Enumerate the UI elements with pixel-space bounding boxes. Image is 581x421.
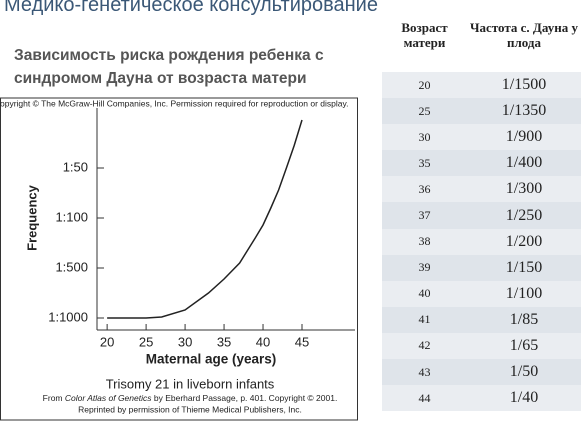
- table-cell: 1/400: [505, 154, 543, 172]
- source-part: Color Atlas of Genetics: [65, 393, 152, 403]
- table-cell: 35: [418, 155, 431, 170]
- y-tick-label: 1:50: [63, 159, 88, 174]
- table-cell: 42: [418, 338, 431, 353]
- table-row: 35 1/400: [382, 150, 581, 177]
- table-cell: 43: [418, 364, 431, 379]
- x-tick-label: 40: [256, 334, 270, 349]
- y-tick-label: 1:100: [55, 209, 88, 224]
- x-tick-label: 25: [139, 334, 153, 349]
- header-cell: Частота с. Дауна у плода: [470, 20, 578, 50]
- line: [107, 119, 303, 319]
- table-cell: 1/150: [505, 258, 543, 276]
- table-row: 37 1/250: [382, 202, 581, 229]
- table-row: 20 1/1500: [382, 72, 581, 99]
- source: Reprinted by permission of Thieme Medica…: [78, 404, 302, 414]
- table-cell: 1/300: [505, 180, 543, 198]
- table-cell: 37: [418, 208, 431, 223]
- table-cell: 1/250: [505, 206, 543, 224]
- table-row: 42 1/65: [382, 332, 581, 360]
- source-part: From: [43, 393, 65, 403]
- source: From Color Atlas of Genetics by Eberhard…: [43, 393, 338, 403]
- table-row: 38 1/200: [382, 228, 581, 255]
- notice: opyright © The McGraw-Hill Companies, In…: [0, 98, 348, 108]
- table-row: 39 1/150: [382, 254, 581, 281]
- y-tick-label: 1:500: [55, 259, 88, 274]
- table-cell: 1/100: [505, 284, 543, 302]
- header-cell: Возраст матери: [401, 20, 448, 50]
- table-cell: 30: [418, 129, 431, 144]
- table-row: 25 1/1350: [382, 98, 581, 125]
- table-cell: 25: [418, 103, 431, 118]
- table-row: 36 1/300: [382, 176, 581, 203]
- caption: Trisomy 21 in liveborn infants: [106, 376, 275, 391]
- table-cell: 20: [418, 77, 431, 92]
- table-cell: 1/1350: [501, 102, 547, 120]
- x-tick-label: 45: [295, 334, 309, 349]
- table-body: 20 1/1500 25 1/1350 30 1/900 35 1/400 36 1/300 37 1…: [382, 72, 581, 412]
- table-cell: 41: [418, 312, 431, 327]
- table-cell: 1/85: [509, 310, 539, 328]
- table-cell: 40: [418, 286, 431, 301]
- table-cell: 38: [418, 234, 431, 249]
- table-cell: 44: [418, 390, 431, 405]
- table-cell: 1/40: [509, 389, 539, 407]
- table-cell: 1/900: [505, 128, 543, 146]
- x-tick-label: 35: [217, 334, 231, 349]
- subtitle: Зависимость риска рождения ребенка с син…: [14, 47, 324, 87]
- table-cell: 39: [418, 260, 431, 275]
- table-cell: 1/1500: [501, 76, 547, 94]
- y-tick-label: 1:1000: [48, 309, 88, 324]
- table-cell: 1/65: [509, 336, 539, 354]
- table: Возраст матери Частота с. Дауна у плода 2…: [382, 20, 581, 412]
- frame: [0, 97, 358, 421]
- y-axis-label: Frequency: [24, 184, 39, 251]
- chart: opyright © The McGraw-Hill Companies, In…: [0, 97, 358, 421]
- table-row: 30 1/900: [382, 124, 581, 151]
- table-row: 44 1/40: [382, 385, 581, 412]
- table-row: 41 1/85: [382, 306, 581, 333]
- x-axis-label: Maternal age (years): [146, 352, 277, 367]
- table-cell: 1/200: [505, 232, 543, 250]
- table-cell: 36: [418, 181, 431, 196]
- table-row: 40 1/100: [382, 280, 581, 307]
- table-row: 43 1/50: [382, 359, 581, 386]
- x-tick-label: 20: [100, 334, 114, 349]
- x-tick-label: 30: [178, 334, 192, 349]
- table-header: Возраст матери Частота с. Дауна у плода: [382, 20, 581, 72]
- table-cell: 1/50: [509, 363, 539, 381]
- slide-title: Медико-генетическое консультирование: [4, 0, 378, 16]
- source-part: by Eberhard Passage, p. 401. Copyright ©…: [152, 393, 338, 403]
